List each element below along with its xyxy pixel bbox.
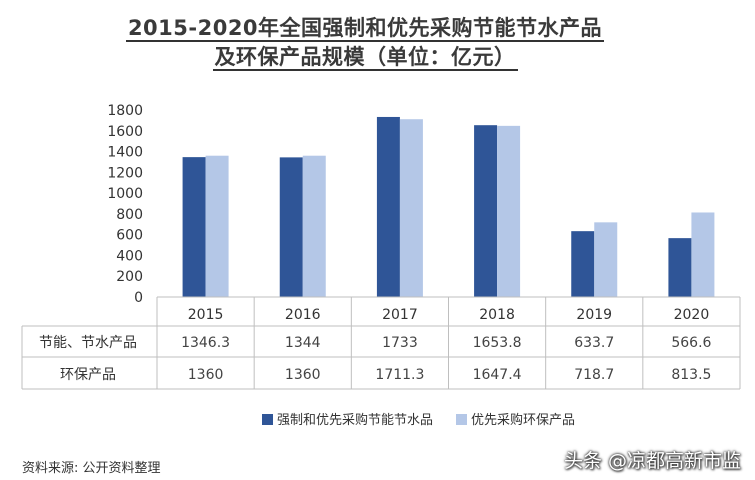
y-tick-label: 0 xyxy=(134,290,143,306)
source-note: 资料来源: 公开资料整理 xyxy=(22,461,161,476)
data-value-label: 1344 xyxy=(285,335,321,351)
y-tick-label: 400 xyxy=(116,248,143,264)
table-row-label: 环保产品 xyxy=(60,367,116,383)
y-tick-label: 1400 xyxy=(107,145,143,161)
legend-label: 优先采购环保产品 xyxy=(471,412,575,428)
bar-environmental-2016 xyxy=(302,155,326,297)
table-row-label: 节能、节水产品 xyxy=(39,335,137,351)
data-value-label: 1711.3 xyxy=(375,367,424,383)
x-tick-label: 2018 xyxy=(479,307,515,323)
data-value-label: 813.5 xyxy=(671,367,711,383)
data-value-label: 1346.3 xyxy=(181,335,230,351)
bar-energy-water-2015 xyxy=(182,157,206,297)
data-value-label: 633.7 xyxy=(574,335,614,351)
bar-environmental-2018 xyxy=(497,125,521,297)
legend-label: 强制和优先采购节能节水品 xyxy=(277,412,433,428)
bar-environmental-2017 xyxy=(399,119,423,298)
y-tick-label: 1000 xyxy=(107,186,143,202)
legend-swatch-environmental xyxy=(456,414,467,425)
data-value-label: 718.7 xyxy=(574,367,614,383)
y-tick-label: 1200 xyxy=(107,165,143,181)
y-tick-label: 1800 xyxy=(107,103,143,119)
bar-energy-water-2016 xyxy=(279,157,303,297)
x-tick-label: 2017 xyxy=(382,307,418,323)
bar-energy-water-2018 xyxy=(474,125,498,297)
legend-swatch-energy-water xyxy=(262,414,273,425)
bar-environmental-2015 xyxy=(205,155,229,297)
bar-energy-water-2017 xyxy=(376,116,400,297)
x-tick-label: 2015 xyxy=(188,307,224,323)
data-value-label: 1647.4 xyxy=(473,367,522,383)
y-tick-label: 800 xyxy=(116,207,143,223)
data-value-label: 566.6 xyxy=(671,335,711,351)
data-value-label: 1360 xyxy=(285,367,321,383)
y-tick-label: 600 xyxy=(116,228,143,244)
bar-environmental-2020 xyxy=(691,212,715,297)
chart-title-line1-text: 2015-2020年全国强制和优先采购节能节水产品 xyxy=(125,16,605,42)
x-tick-label: 2016 xyxy=(285,307,321,323)
bar-environmental-2019 xyxy=(594,222,618,297)
y-tick-label: 1600 xyxy=(107,124,143,140)
y-tick-label: 200 xyxy=(116,269,143,285)
bar-energy-water-2020 xyxy=(668,238,692,297)
data-value-label: 1733 xyxy=(382,335,418,351)
chart-title-line2-text: 及环保产品规模（单位：亿元） xyxy=(212,45,518,71)
chart-title-line1: 2015-2020年全国强制和优先采购节能节水产品 xyxy=(0,12,730,42)
x-tick-label: 2019 xyxy=(576,307,612,323)
chart-title-line2: 及环保产品规模（单位：亿元） xyxy=(0,41,730,71)
x-tick-label: 2020 xyxy=(674,307,710,323)
watermark: 头条 @凉都高新市监 xyxy=(563,450,741,472)
bar-energy-water-2019 xyxy=(571,231,595,297)
data-value-label: 1360 xyxy=(188,367,224,383)
data-value-label: 1653.8 xyxy=(473,335,522,351)
